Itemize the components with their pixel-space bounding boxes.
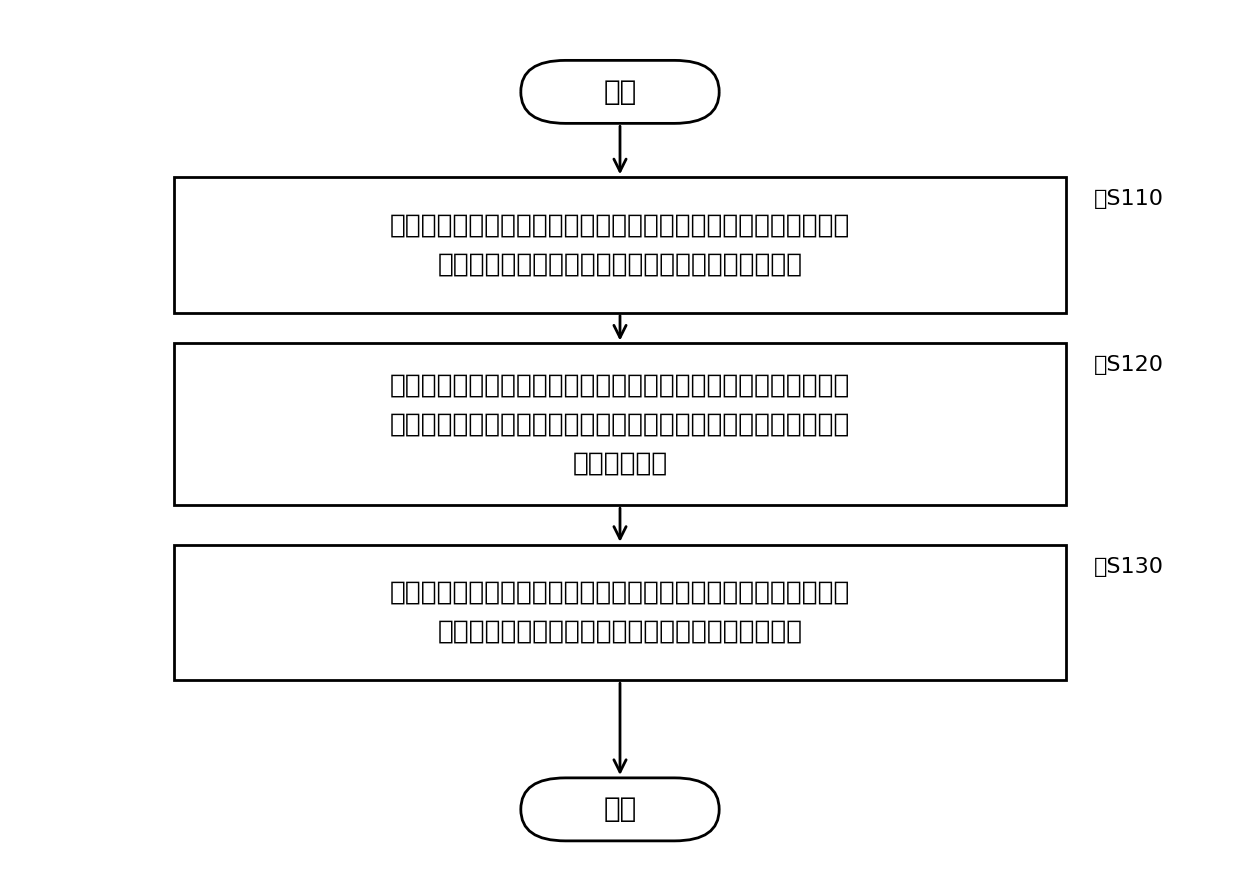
Text: 开始: 开始 [604,78,636,106]
Text: 将至少一台临近风力发电机组对应的机组标识，以及每台临近风力
发电机组与目标风力发电机组之间的风速相关性系数，发送至目标
风力发电机组: 将至少一台临近风力发电机组对应的机组标识，以及每台临近风力 发电机组与目标风力发… [389,373,851,476]
FancyBboxPatch shape [174,544,1066,681]
FancyBboxPatch shape [174,344,1066,506]
FancyBboxPatch shape [521,778,719,841]
Text: 向发生风速仪故障的故障风力发电机组发送与故障风力发电机组对
应的至少一台临近风力发电机组各自的瞬时风速信息: 向发生风速仪故障的故障风力发电机组发送与故障风力发电机组对 应的至少一台临近风力… [389,580,851,645]
FancyBboxPatch shape [174,178,1066,313]
Text: ～S120: ～S120 [1094,355,1163,375]
Text: 结束: 结束 [604,795,636,823]
Text: 根据风电场中风力发电机组两两之间的风速相关性系数，确定每台
目标风力发电机组对应的至少一台临近风力发电机组: 根据风电场中风力发电机组两两之间的风速相关性系数，确定每台 目标风力发电机组对应… [389,213,851,277]
FancyBboxPatch shape [521,60,719,123]
Text: ～S130: ～S130 [1094,556,1163,577]
Text: ～S110: ～S110 [1094,189,1163,209]
